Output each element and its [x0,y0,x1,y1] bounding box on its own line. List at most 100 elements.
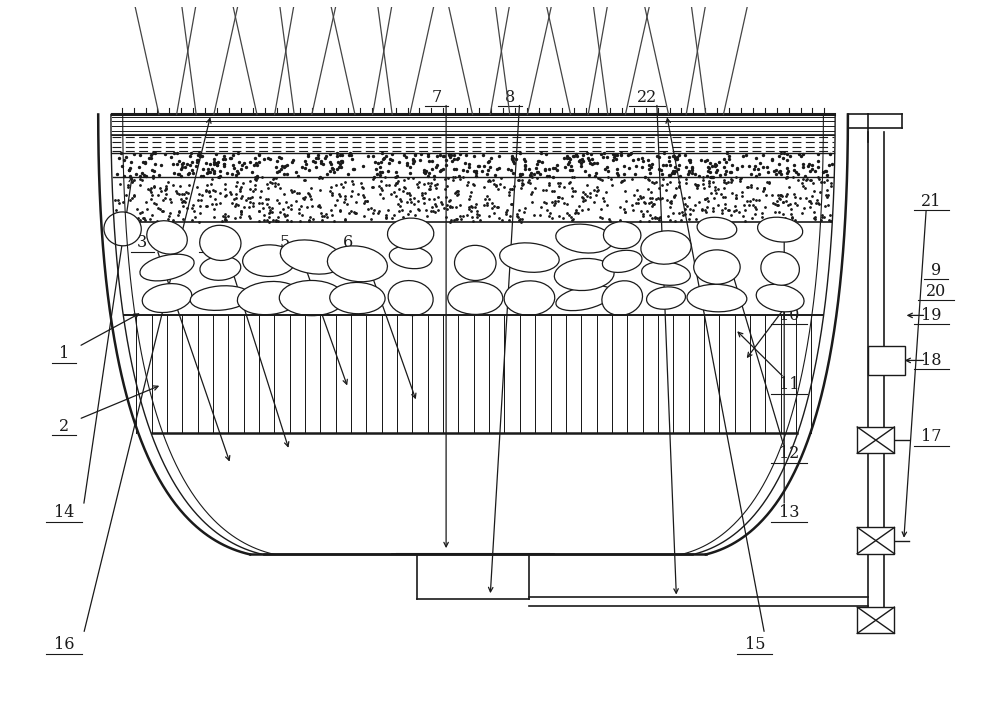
Point [641,197,657,208]
Point [445,175,461,186]
Point [517,202,533,214]
Point [624,173,640,185]
Point [677,209,693,220]
Text: 4: 4 [206,234,216,251]
Point [630,153,646,165]
Point [186,206,202,217]
Point [135,157,151,168]
Point [433,165,449,176]
Point [609,149,625,160]
Point [450,153,466,164]
Point [779,168,795,179]
Point [650,193,666,204]
Point [584,158,600,170]
Point [247,152,263,163]
Point [438,154,454,165]
Point [508,153,524,164]
Point [643,186,659,197]
Point [732,175,748,187]
Point [814,211,830,223]
Ellipse shape [761,252,799,285]
Point [581,154,597,165]
Point [114,160,130,172]
Point [651,163,667,174]
Point [775,197,791,208]
Point [748,204,764,215]
Point [123,156,139,168]
Point [137,214,153,226]
Point [194,189,210,200]
Point [681,192,697,203]
Point [622,148,638,160]
Point [192,201,208,212]
Point [588,168,604,179]
Point [319,211,335,223]
Point [526,168,542,179]
Point [687,178,703,189]
Point [175,201,191,212]
Point [148,198,164,209]
Point [482,161,498,173]
Point [359,195,375,206]
Point [166,147,182,158]
Point [343,190,359,201]
Point [366,171,382,182]
Point [702,171,718,182]
Point [666,192,682,203]
Point [817,201,833,212]
Point [575,156,591,167]
Point [754,211,770,223]
Point [770,189,786,201]
Point [722,166,738,177]
Point [421,168,437,179]
Point [688,179,704,190]
Point [564,165,580,176]
Point [628,160,644,172]
Ellipse shape [147,221,187,254]
Point [190,149,206,160]
Point [236,158,252,169]
Point [694,204,710,216]
Point [823,215,839,226]
Point [171,188,187,199]
Ellipse shape [388,281,433,315]
Point [684,163,700,174]
Point [595,151,611,162]
Point [808,197,824,209]
Point [600,172,616,183]
Point [363,202,379,214]
Point [126,175,142,186]
Point [640,183,656,194]
Point [328,179,344,190]
Point [388,177,404,189]
Point [324,163,340,174]
Text: 7: 7 [431,88,441,105]
Point [533,147,549,158]
Point [562,164,578,175]
Point [453,214,469,225]
Ellipse shape [602,281,643,315]
Point [769,199,785,211]
Point [774,190,790,201]
Point [173,164,189,175]
Point [410,204,426,215]
Point [392,200,408,211]
Point [602,216,618,227]
Point [477,193,493,204]
Point [746,163,762,175]
Point [734,186,750,197]
Point [625,155,641,166]
Point [443,149,459,160]
Point [316,211,332,222]
Point [233,205,249,216]
Point [424,163,440,174]
Point [516,153,532,165]
Point [522,177,538,188]
Ellipse shape [142,284,192,312]
Point [693,154,709,165]
Point [400,209,416,220]
Point [517,163,533,175]
Point [755,185,771,197]
Point [202,166,218,177]
Point [279,209,295,221]
